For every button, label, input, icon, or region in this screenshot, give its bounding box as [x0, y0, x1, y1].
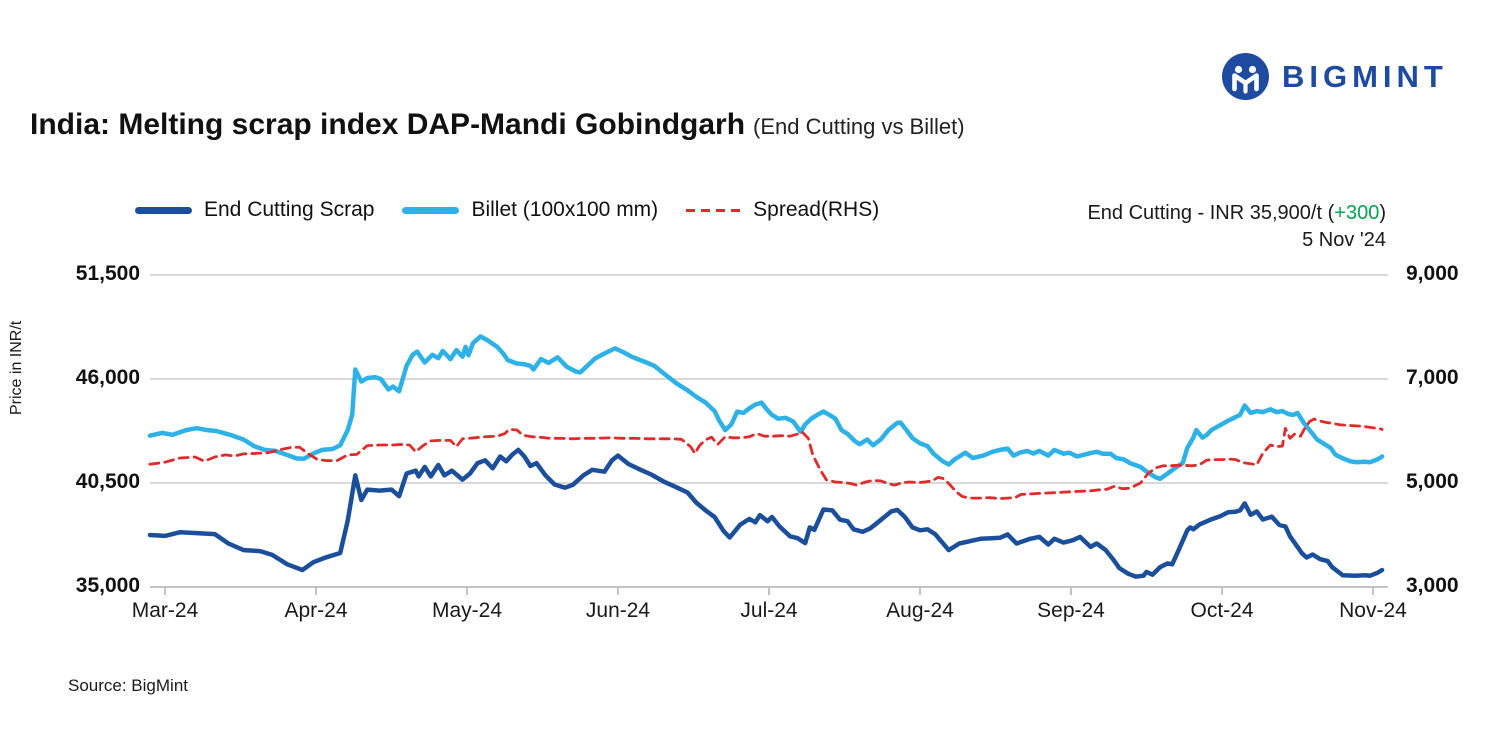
x-tick-label: Jun-24 — [585, 599, 651, 622]
price-change-value: +300 — [1334, 202, 1380, 224]
latest-price-annotation: End Cutting - INR 35,900/t (+300) 5 Nov … — [1087, 200, 1386, 254]
legend-item-billet: Billet (100x100 mm) — [402, 198, 658, 222]
y-right-tick-label: 3,000 — [1406, 574, 1459, 597]
end-cutting-line-swatch — [135, 206, 192, 214]
page-title: India: Melting scrap index DAP-Mandi Gob… — [30, 108, 746, 141]
x-tick-label: Jul-24 — [740, 599, 798, 622]
x-tick-label: Nov-24 — [1339, 599, 1407, 622]
source-credit: Source: BigMint — [68, 676, 188, 695]
latest-price-line: End Cutting - INR 35,900/t (+300) — [1087, 202, 1386, 224]
legend-label-billet: Billet (100x100 mm) — [471, 198, 659, 221]
latest-price-date: 5 Nov '24 — [1302, 229, 1386, 251]
bigmint-logo: BIGMINT — [1222, 53, 1448, 100]
y-left-tick-label: 46,000 — [75, 366, 140, 389]
page-subtitle: (End Cutting vs Billet) — [753, 114, 965, 139]
x-tick-label: Apr-24 — [284, 599, 348, 622]
x-tick-label: Sep-24 — [1037, 599, 1105, 622]
legend-item-spread: Spread(RHS) — [686, 198, 879, 222]
legend-label-end-cutting: End Cutting Scrap — [204, 198, 375, 221]
y-right-tick-label: 7,000 — [1406, 366, 1459, 389]
chart-title-block: India: Melting scrap index DAP-Mandi Gob… — [30, 108, 965, 142]
x-tick-label: Aug-24 — [886, 599, 954, 622]
series-line-billet-100x100-mm — [147, 334, 1385, 482]
billet-line-swatch — [402, 206, 460, 214]
spread-dashed-line-swatch — [686, 208, 742, 212]
y-left-tick-label: 51,500 — [75, 262, 140, 285]
y-left-tick-label: 40,500 — [75, 470, 140, 493]
x-tick-label: May-24 — [431, 599, 503, 622]
y-right-tick-label: 5,000 — [1406, 470, 1459, 493]
legend-label-spread: Spread(RHS) — [753, 198, 880, 221]
series-line-spread-rhs — [148, 417, 1384, 501]
x-tick-label: Oct-24 — [1190, 599, 1254, 622]
series-line-end-cutting-scrap — [147, 447, 1385, 579]
bigmint-logo-text: BIGMINT — [1282, 58, 1448, 94]
legend-item-end-cutting: End Cutting Scrap — [135, 198, 374, 222]
x-tick-label: Mar-24 — [131, 599, 199, 622]
y-left-tick-label: 35,000 — [75, 574, 140, 597]
y-right-tick-label: 9,000 — [1406, 262, 1459, 285]
chart-legend: End Cutting Scrap Billet (100x100 mm) Sp… — [135, 198, 879, 222]
bigmint-logo-icon — [1222, 53, 1269, 100]
